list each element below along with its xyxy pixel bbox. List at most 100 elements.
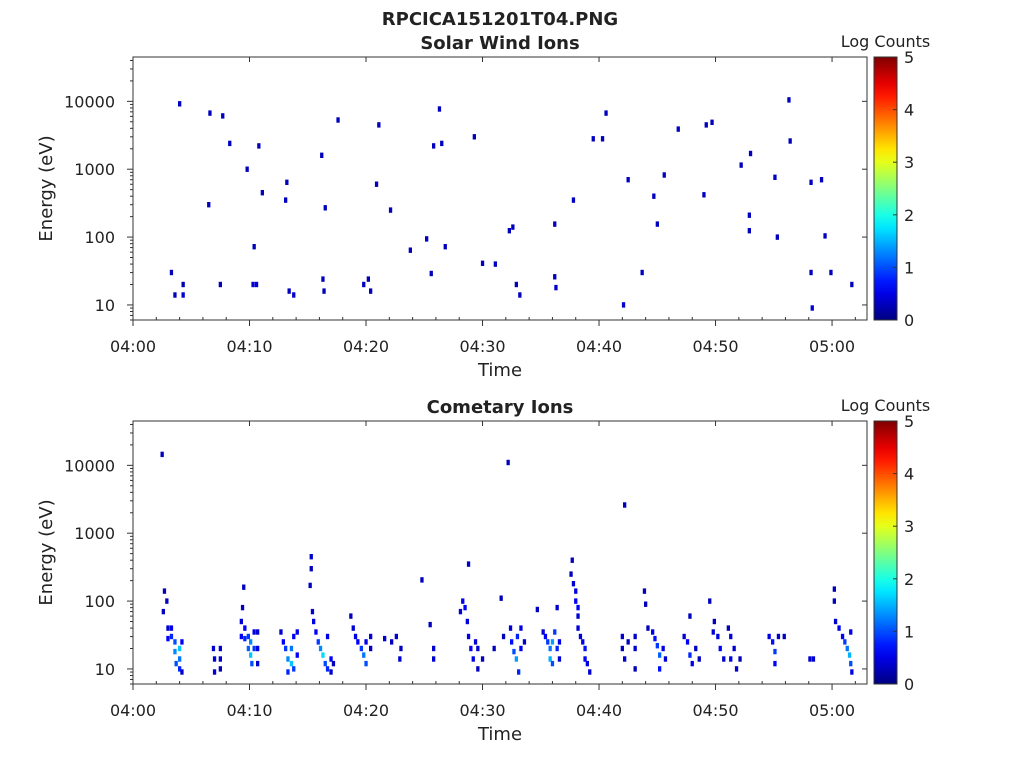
heatmap-cell (349, 613, 353, 619)
heatmap-cell (850, 281, 854, 288)
y-axis-label: Energy (eV) (36, 135, 57, 241)
heatmap-cell (685, 639, 690, 645)
heatmap-cell (694, 645, 698, 652)
y-tick-label: 100 (84, 228, 115, 247)
heatmap-cell (252, 244, 256, 250)
heatmap-cell (249, 652, 253, 658)
x-tick-label: 04:10 (226, 337, 272, 356)
heatmap-cell (173, 292, 177, 298)
heatmap-cell (511, 224, 515, 230)
y-tick-label: 10 (95, 660, 115, 679)
heatmap-cell (557, 656, 562, 662)
heatmap-cell (583, 645, 587, 652)
colorbar-tick-label: 3 (904, 517, 914, 536)
heatmap-cell (550, 660, 555, 667)
heatmap-cell (604, 110, 608, 116)
heatmap-cell (466, 633, 471, 640)
heatmap-cell (256, 645, 260, 652)
heatmap-cell (548, 645, 552, 652)
heatmap-cell (748, 150, 753, 157)
colorbar-tick-label: 3 (904, 153, 914, 172)
heatmap-cell (658, 666, 662, 672)
heatmap-cell (432, 645, 436, 652)
heatmap-cell (250, 660, 254, 667)
heatmap-cell (688, 652, 692, 658)
colorbar-tick-label: 0 (904, 311, 914, 330)
heatmap-cell (574, 598, 578, 604)
heatmap-cell (351, 625, 355, 631)
heatmap-cell (254, 281, 259, 288)
heatmap-cell (165, 598, 169, 604)
heatmap-cell (353, 633, 358, 640)
heatmap-cell (295, 629, 299, 635)
heatmap-cell (588, 669, 592, 675)
heatmap-cell (555, 645, 559, 652)
heatmap-cell (245, 166, 249, 172)
heatmap-cell (252, 629, 256, 635)
heatmap-cell (732, 645, 736, 652)
heatmap-cell (663, 656, 668, 662)
heatmap-cell (408, 247, 412, 253)
heatmap-cell (320, 152, 324, 158)
x-tick-label: 04:40 (576, 337, 622, 356)
heatmap-cell (181, 281, 185, 288)
heatmap-cell (849, 629, 853, 635)
heatmap-cell (704, 122, 708, 128)
heatmap-cell (506, 459, 510, 466)
heatmap-cell (178, 656, 182, 662)
heatmap-cell (323, 205, 327, 211)
heatmap-cell (161, 608, 165, 615)
heatmap-cell (318, 645, 323, 652)
heatmap-cell (364, 660, 368, 667)
colorbar-tick-label: 0 (904, 675, 914, 694)
heatmap-cell (336, 117, 340, 123)
x-tick-label: 04:10 (226, 701, 272, 720)
heatmap-cell (697, 656, 701, 662)
heatmap-cell (642, 588, 647, 594)
heatmap-cell (463, 604, 467, 611)
heatmap-cell (432, 143, 436, 149)
heatmap-cell (553, 274, 557, 280)
heatmap-cell (329, 669, 333, 675)
heatmap-cell (461, 598, 465, 604)
heatmap-cell (466, 561, 471, 567)
heatmap-cell (653, 635, 657, 642)
heatmap-cell (212, 669, 217, 675)
heatmap-cell (246, 645, 250, 652)
heatmap-cell (260, 190, 264, 196)
heatmap-cell (578, 633, 583, 640)
heatmap-cell (432, 656, 436, 662)
heatmap-cell (374, 181, 379, 187)
heatmap-cell (583, 656, 587, 662)
y-tick-label: 100 (84, 592, 115, 611)
heatmap-cell (286, 669, 290, 675)
heatmap-cell (782, 633, 786, 640)
heatmap-cell (169, 625, 174, 631)
heatmap-cell (284, 645, 288, 652)
heatmap-cell (178, 645, 182, 652)
heatmap-cell (809, 269, 813, 276)
heatmap-cell (621, 302, 626, 308)
heatmap-cell (314, 629, 318, 635)
heatmap-cell (437, 106, 442, 112)
heatmap-cell (773, 174, 777, 180)
x-tick-label: 04:00 (110, 701, 156, 720)
heatmap-cell (652, 193, 656, 199)
heatmap-cell (810, 305, 814, 311)
heatmap-cell (553, 221, 557, 227)
heatmap-cell (747, 212, 751, 218)
panel-title: Cometary Ions (427, 397, 574, 418)
heatmap-cell (476, 645, 480, 652)
heatmap-cell (492, 645, 496, 652)
colorbar-tick-label: 1 (904, 258, 914, 277)
heatmap-cell (252, 645, 256, 652)
heatmap-cell (390, 639, 394, 645)
heatmap-cell (644, 601, 648, 607)
heatmap-cell (366, 276, 370, 282)
heatmap-cell (738, 656, 742, 662)
heatmap-cell (279, 629, 283, 635)
heatmap-cell (249, 639, 253, 645)
heatmap-cell (239, 618, 243, 625)
heatmap-cell (555, 604, 559, 611)
